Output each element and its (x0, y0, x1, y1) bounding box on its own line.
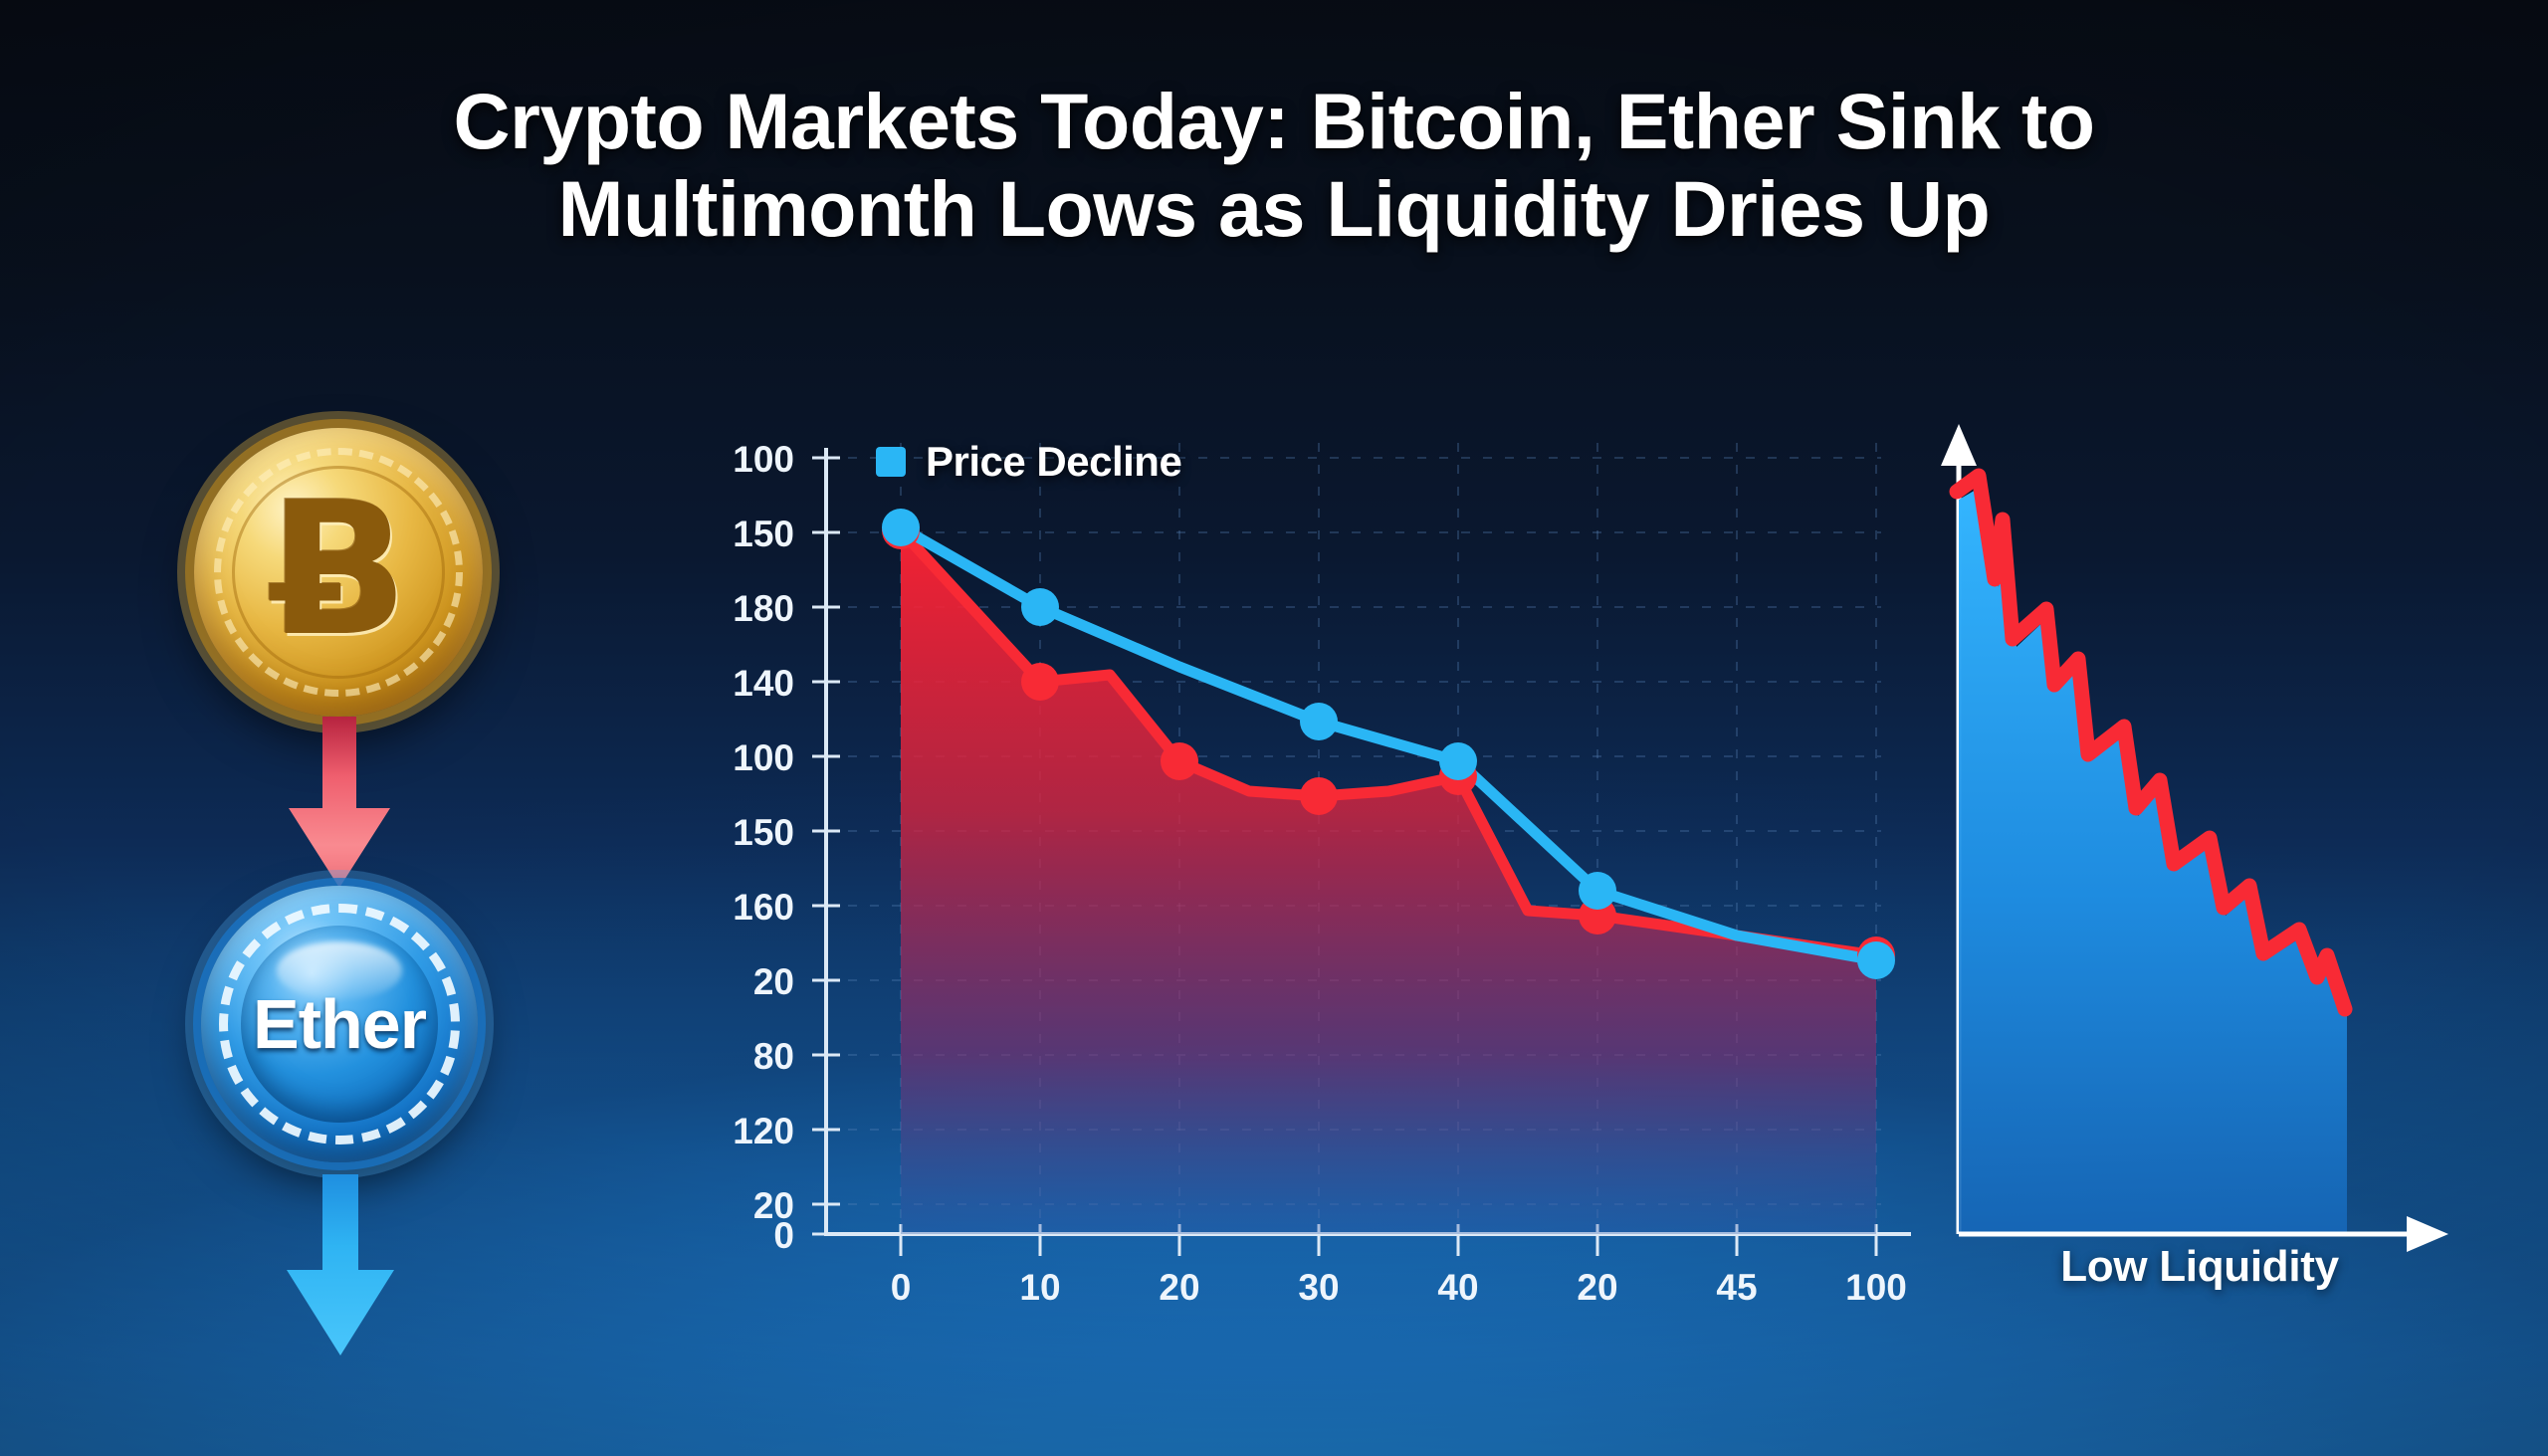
x-tick-label: 20 (1159, 1267, 1199, 1304)
chart-y-tick-labels: 100 150 180 140 100 150 160 20 80 120 20… (733, 439, 794, 1256)
y-tick-label: 20 (753, 961, 794, 1002)
title-line-1: Crypto Markets Today: Bitcoin, Ether Sin… (453, 77, 2095, 165)
chart-legend[interactable]: Price Decline (876, 438, 1182, 486)
legend-label-price-decline: Price Decline (926, 438, 1182, 485)
y-tick-label: 100 (733, 737, 794, 778)
x-tick-label: 20 (1577, 1267, 1617, 1304)
chart-y-ticks (812, 456, 840, 1236)
coin-column: Ƀ Ether (179, 418, 508, 1363)
data-point (1579, 872, 1616, 910)
down-arrow-blue-icon (287, 1174, 394, 1355)
y-tick-label: 80 (753, 1036, 794, 1077)
y-tick-label: 150 (733, 514, 794, 554)
y-tick-label: 160 (733, 887, 794, 928)
y-tick-label: 120 (733, 1111, 794, 1151)
y-tick-label: 20 (753, 1185, 794, 1226)
data-point (1857, 941, 1895, 979)
mini-chart-x-axis (1959, 1216, 2448, 1252)
x-tick-label: 30 (1298, 1267, 1339, 1304)
bitcoin-symbol-glyph: Ƀ (268, 461, 409, 677)
mini-chart-line (1949, 468, 2353, 1017)
low-liquidity-label: Low Liquidity (2060, 1242, 2339, 1291)
ether-decline-area (901, 530, 1876, 1234)
title-line-2: Multimonth Lows as Liquidity Dries Up (557, 164, 1991, 254)
y-tick-label: 150 (733, 812, 794, 853)
down-arrow-red-icon (289, 717, 390, 888)
x-tick-label: 100 (1845, 1267, 1907, 1304)
ether-token-icon: Ether (201, 886, 478, 1162)
bitcoin-coin-dashed-ring (214, 448, 463, 697)
mini-chart-area (1959, 486, 2347, 1234)
price-decline-line (895, 521, 1882, 966)
data-point (882, 509, 920, 546)
legend-swatch-price-decline (876, 447, 906, 477)
y-tick-label: 100 (733, 439, 794, 480)
ether-decline-line (895, 524, 1882, 961)
data-point (1021, 663, 1059, 701)
page-title: Crypto Markets Today: Bitcoin, Ether Sin… (0, 77, 2548, 254)
bitcoin-coin-icon: Ƀ (194, 428, 483, 717)
data-point (1300, 777, 1338, 815)
x-tick-label: 0 (891, 1267, 912, 1304)
data-point (1161, 742, 1198, 780)
data-point (1439, 742, 1477, 780)
low-liquidity-chart (1931, 418, 2468, 1334)
ether-token-label: Ether (253, 985, 427, 1063)
price-decline-chart: 100 150 180 140 100 150 160 20 80 120 20… (627, 418, 1921, 1304)
data-point (1300, 703, 1338, 740)
y-tick-label: 180 (733, 588, 794, 629)
y-tick-label: 140 (733, 663, 794, 704)
ether-token-inner-disc (241, 926, 438, 1123)
y-tick-label: 0 (773, 1215, 794, 1256)
x-tick-label: 40 (1437, 1267, 1478, 1304)
bitcoin-coin-inner-ring (232, 466, 445, 679)
x-tick-label: 10 (1019, 1267, 1060, 1304)
ether-token-gloss (276, 940, 403, 1001)
chart-x-tick-labels: 0 10 20 30 40 20 45 100 (891, 1267, 1907, 1304)
x-tick-label: 45 (1716, 1267, 1757, 1304)
price-decline-markers (882, 509, 1895, 979)
ether-token-dashed-ring (219, 904, 460, 1144)
data-point (1021, 588, 1059, 626)
